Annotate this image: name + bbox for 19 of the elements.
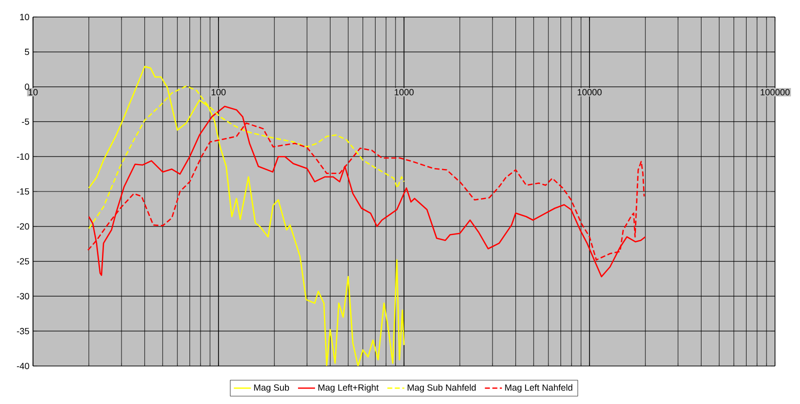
x-tick-label: 100000 — [760, 88, 790, 96]
y-tick-label: -10 — [16, 153, 30, 160]
y-tick-label: 10 — [20, 14, 30, 20]
x-tick-label: 100 — [212, 88, 226, 96]
x-tick-label: 10000 — [578, 88, 602, 96]
x-tick-label: 1000 — [394, 88, 414, 96]
y-tick-label: -5 — [22, 118, 30, 125]
legend-label: Mag Left Nahfeld — [505, 384, 572, 392]
y-tick-label: -40 — [16, 362, 30, 370]
legend-label: Mag Sub Nahfeld — [408, 384, 476, 392]
y-tick-label: -25 — [16, 258, 30, 264]
y-tick-label: -15 — [16, 188, 30, 195]
y-tick-label: 5 — [24, 48, 30, 56]
legend-label: Mag Sub — [254, 384, 290, 392]
y-tick-label: 0 — [24, 84, 30, 90]
y-tick-label: -30 — [16, 293, 30, 300]
legend-label: Mag Left+Right — [318, 384, 379, 392]
y-tick-label: -20 — [16, 223, 30, 230]
y-tick-label: -35 — [16, 328, 30, 334]
